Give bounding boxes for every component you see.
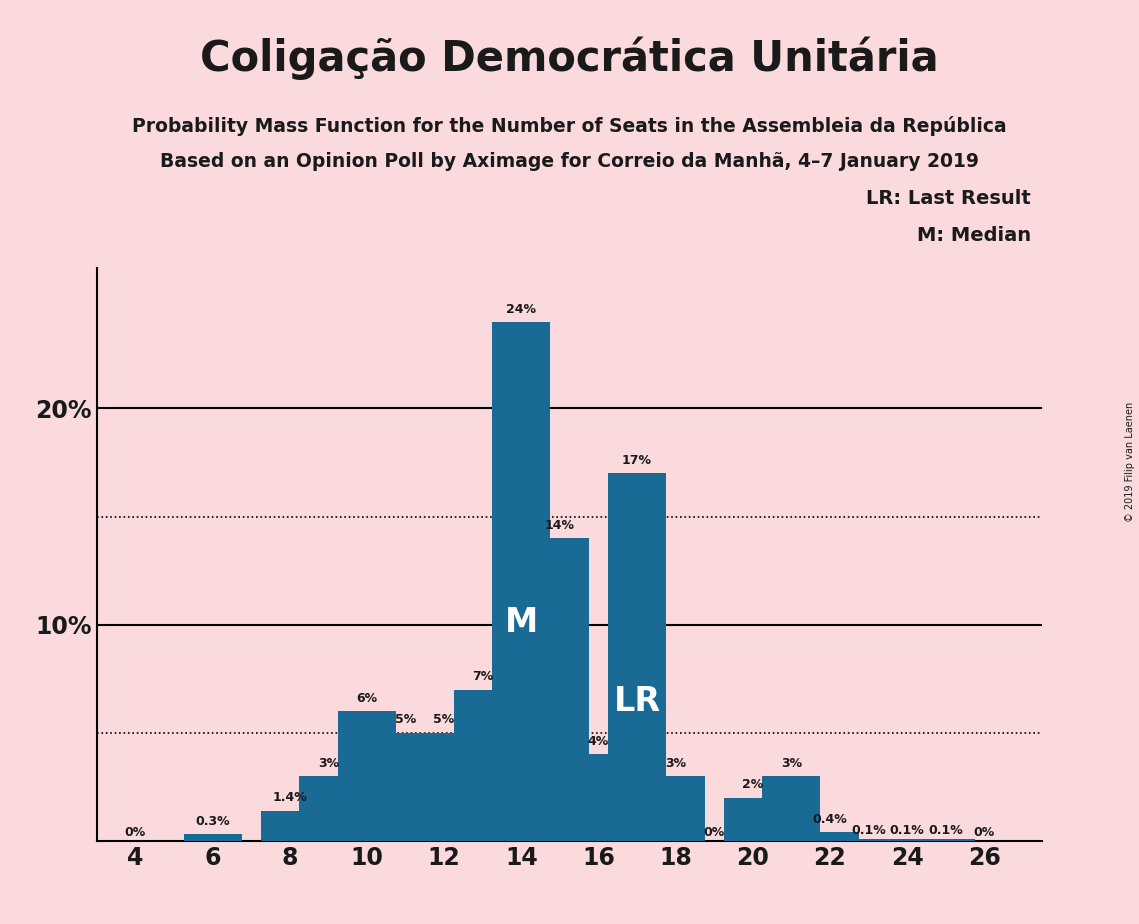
Text: 0.1%: 0.1%: [928, 823, 964, 836]
Text: 1.4%: 1.4%: [272, 791, 308, 804]
Bar: [801, 833, 859, 841]
Text: 7%: 7%: [472, 670, 493, 683]
Bar: [492, 322, 550, 841]
Bar: [531, 538, 589, 841]
Text: 3%: 3%: [781, 757, 802, 770]
Text: 0%: 0%: [704, 826, 724, 839]
Bar: [261, 810, 319, 841]
Text: M: Median: M: Median: [917, 226, 1031, 246]
Bar: [415, 733, 473, 841]
Bar: [608, 473, 666, 841]
Text: LR: LR: [614, 685, 661, 718]
Text: Coligação Democrática Unitária: Coligação Democrática Unitária: [200, 37, 939, 80]
Text: 0.4%: 0.4%: [812, 813, 847, 826]
Bar: [183, 834, 241, 841]
Text: 0.3%: 0.3%: [195, 815, 230, 828]
Text: 24%: 24%: [506, 302, 536, 315]
Text: 0%: 0%: [974, 826, 995, 839]
Text: Based on an Opinion Poll by Aximage for Correio da Manhã, 4–7 January 2019: Based on an Opinion Poll by Aximage for …: [159, 152, 980, 172]
Bar: [338, 711, 396, 841]
Bar: [647, 776, 705, 841]
Bar: [917, 839, 975, 841]
Bar: [570, 754, 628, 841]
Text: 0%: 0%: [125, 826, 146, 839]
Text: M: M: [505, 606, 538, 639]
Text: 0.1%: 0.1%: [851, 823, 886, 836]
Text: 17%: 17%: [622, 454, 652, 467]
Bar: [724, 797, 781, 841]
Bar: [453, 689, 511, 841]
Bar: [878, 839, 936, 841]
Text: 0.1%: 0.1%: [890, 823, 925, 836]
Text: 5%: 5%: [395, 713, 416, 726]
Bar: [377, 733, 434, 841]
Text: 3%: 3%: [318, 757, 339, 770]
Text: 2%: 2%: [743, 778, 763, 791]
Text: 4%: 4%: [588, 735, 609, 748]
Text: Probability Mass Function for the Number of Seats in the Assembleia da República: Probability Mass Function for the Number…: [132, 116, 1007, 136]
Text: LR: Last Result: LR: Last Result: [866, 189, 1031, 209]
Text: 5%: 5%: [434, 713, 454, 726]
Text: 14%: 14%: [544, 518, 575, 531]
Text: © 2019 Filip van Laenen: © 2019 Filip van Laenen: [1125, 402, 1134, 522]
Text: 3%: 3%: [665, 757, 686, 770]
Bar: [762, 776, 820, 841]
Text: 6%: 6%: [357, 692, 377, 705]
Bar: [300, 776, 358, 841]
Bar: [839, 839, 898, 841]
